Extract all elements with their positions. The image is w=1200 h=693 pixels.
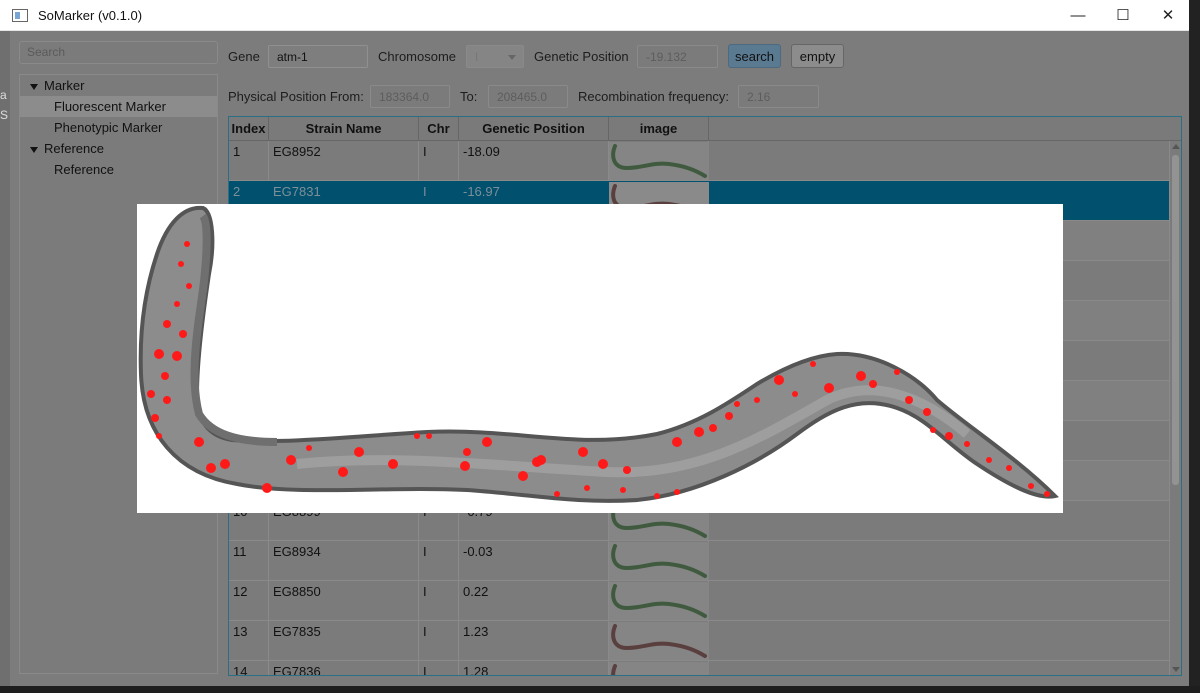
- chromosome-select[interactable]: I: [466, 45, 524, 68]
- table-row[interactable]: 13 EG7835 I 1.23: [229, 621, 1169, 661]
- tree-item-fluorescent-marker[interactable]: Fluorescent Marker: [20, 96, 217, 117]
- worm-image: [138, 205, 1059, 503]
- scroll-down-icon[interactable]: [1172, 667, 1180, 672]
- physical-from-label: Physical Position From:: [228, 89, 364, 104]
- table-header: Index Strain Name Chr Genetic Position i…: [229, 117, 1181, 141]
- cell-strain: EG7831: [273, 184, 321, 199]
- taskbar-edge: [0, 686, 1200, 693]
- cell-strain: EG7835: [273, 624, 321, 639]
- genetic-position-input[interactable]: -19.132: [637, 45, 718, 68]
- cell-index: 13: [233, 624, 248, 639]
- column-header-position[interactable]: Genetic Position: [459, 117, 609, 141]
- chevron-down-icon[interactable]: [30, 146, 38, 153]
- to-label: To:: [460, 89, 478, 104]
- tree-item-label: Fluorescent Marker: [54, 99, 166, 114]
- column-header-index[interactable]: Index: [229, 117, 269, 141]
- gene-label: Gene: [228, 49, 260, 64]
- cell-strain: EG8850: [273, 584, 321, 599]
- tree-item-reference[interactable]: Reference: [20, 159, 217, 180]
- desktop-edge: [1189, 0, 1200, 693]
- chromosome-label: Chromosome: [378, 49, 457, 64]
- cell-chr: I: [423, 664, 427, 676]
- tree-item-label: Marker: [44, 78, 85, 93]
- window-title: SoMarker (v0.1.0): [38, 8, 143, 23]
- table-scrollbar[interactable]: [1169, 141, 1181, 675]
- table-row[interactable]: 11 EG8934 I -0.03: [229, 541, 1169, 581]
- recombination-label: Recombination frequency:: [578, 89, 730, 104]
- column-header-strain[interactable]: Strain Name: [269, 117, 419, 141]
- cell-chr: I: [423, 184, 427, 199]
- worm-thumbnail: [609, 582, 709, 620]
- edge-letter: a: [0, 88, 7, 102]
- cell-position: -18.09: [463, 144, 500, 159]
- cell-chr: I: [423, 144, 427, 159]
- tree-item-phenotypic-marker[interactable]: Phenotypic Marker: [20, 117, 217, 138]
- title-bar: SoMarker (v0.1.0) — ☐ ✕: [0, 0, 1189, 31]
- tree-item-marker[interactable]: Marker: [20, 75, 217, 96]
- cell-index: 2: [233, 184, 241, 199]
- column-header-image[interactable]: image: [609, 117, 709, 141]
- cell-chr: I: [423, 624, 427, 639]
- tree-item-label: Reference: [44, 141, 104, 156]
- gene-input[interactable]: atm-1: [268, 45, 368, 68]
- cell-position: -16.97: [463, 184, 500, 199]
- empty-button[interactable]: empty: [791, 44, 844, 68]
- table-row[interactable]: 1 EG8952 I -18.09: [229, 141, 1169, 181]
- worm-thumbnail: [609, 622, 709, 660]
- genetic-position-label: Genetic Position: [534, 49, 629, 64]
- search-button[interactable]: search: [728, 44, 781, 68]
- cell-position: 0.22: [463, 584, 489, 599]
- cell-index: 12: [233, 584, 248, 599]
- scroll-up-icon[interactable]: [1172, 144, 1180, 149]
- tree-item-reference-group[interactable]: Reference: [20, 138, 217, 159]
- app-icon: [12, 9, 28, 22]
- left-edge-strip: a S: [0, 31, 10, 686]
- column-header-chr[interactable]: Chr: [419, 117, 459, 141]
- minimize-button[interactable]: —: [1070, 6, 1086, 24]
- scroll-thumb[interactable]: [1172, 155, 1179, 485]
- cell-index: 14: [233, 664, 248, 676]
- cell-strain: EG8934: [273, 544, 321, 559]
- cell-position: -0.03: [463, 544, 493, 559]
- worm-thumbnail: [609, 662, 709, 675]
- chromosome-value: I: [475, 50, 479, 64]
- cell-index: 1: [233, 144, 241, 159]
- chevron-down-icon: [508, 55, 516, 60]
- physical-from-input[interactable]: 183364.0: [370, 85, 450, 108]
- recombination-input[interactable]: 2.16: [738, 85, 819, 108]
- worm-image-preview: [137, 204, 1063, 513]
- cell-chr: I: [423, 584, 427, 599]
- cell-position: 1.23: [463, 624, 489, 639]
- cell-chr: I: [423, 544, 427, 559]
- sidebar-search-input[interactable]: Search: [19, 41, 218, 64]
- cell-strain: EG8952: [273, 144, 321, 159]
- cell-position: 1.28: [463, 664, 489, 676]
- maximize-button[interactable]: ☐: [1116, 7, 1130, 24]
- tree-item-label: Reference: [54, 162, 114, 177]
- table-row[interactable]: 12 EG8850 I 0.22: [229, 581, 1169, 621]
- worm-thumbnail: [609, 142, 709, 180]
- worm-thumbnail: [609, 542, 709, 580]
- cell-index: 11: [233, 544, 247, 559]
- chevron-down-icon[interactable]: [30, 83, 38, 90]
- tree-item-label: Phenotypic Marker: [54, 120, 163, 135]
- physical-to-input[interactable]: 208465.0: [488, 85, 568, 108]
- edge-letter: S: [0, 108, 9, 122]
- cell-strain: EG7836: [273, 664, 321, 676]
- table-row[interactable]: 14 EG7836 I 1.28: [229, 661, 1169, 676]
- close-button[interactable]: ✕: [1161, 7, 1175, 24]
